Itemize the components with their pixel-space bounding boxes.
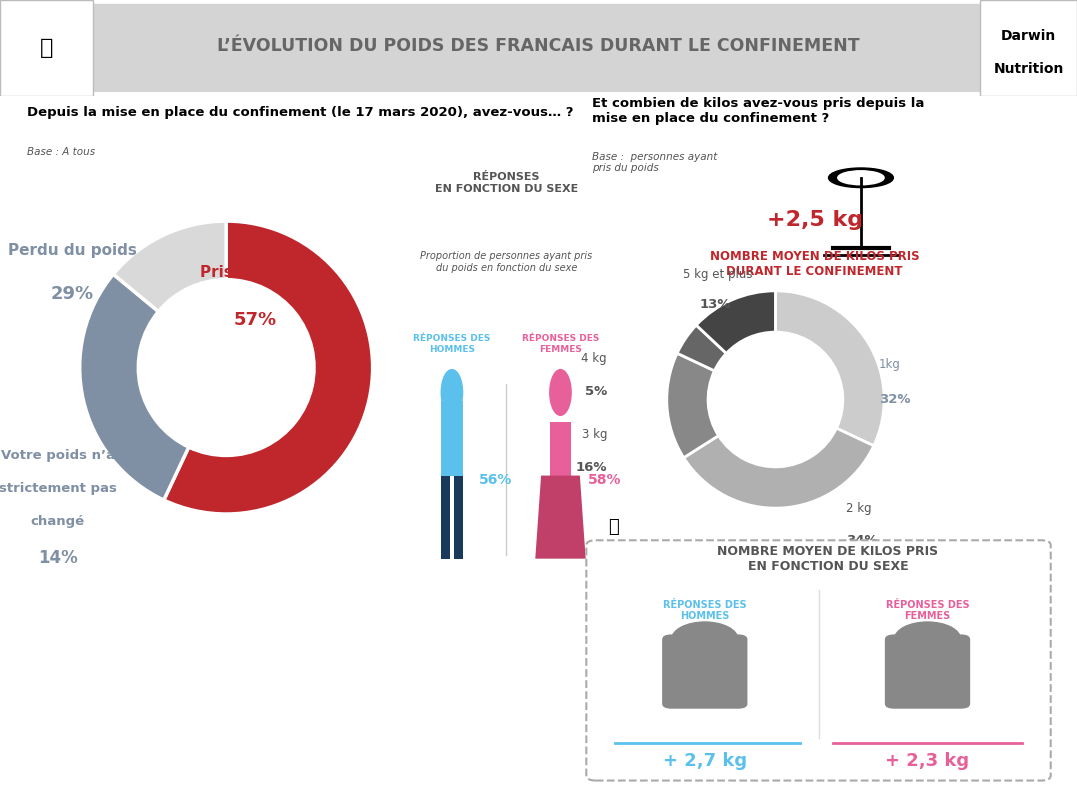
Text: 4 kg: 4 kg: [582, 352, 607, 365]
Wedge shape: [677, 325, 726, 371]
FancyBboxPatch shape: [81, 4, 991, 92]
FancyBboxPatch shape: [0, 0, 93, 96]
FancyBboxPatch shape: [442, 475, 450, 559]
Text: Darwin: Darwin: [1001, 30, 1057, 43]
Circle shape: [550, 370, 571, 415]
Wedge shape: [775, 291, 884, 446]
Text: RÉPONSES DES
HOMMES: RÉPONSES DES HOMMES: [663, 600, 746, 622]
FancyBboxPatch shape: [442, 401, 463, 475]
FancyBboxPatch shape: [662, 634, 747, 709]
Text: 3 kg: 3 kg: [582, 428, 607, 441]
Text: 16%: 16%: [575, 461, 607, 474]
Text: +2,5 kg: +2,5 kg: [767, 209, 863, 230]
Text: + 2,3 kg: + 2,3 kg: [885, 752, 969, 769]
Text: 1kg: 1kg: [879, 358, 900, 371]
Text: Depuis la mise en place du confinement (le 17 mars 2020), avez-vous… ?: Depuis la mise en place du confinement (…: [27, 106, 574, 119]
Text: 5 kg et plus: 5 kg et plus: [683, 268, 753, 281]
Text: 14%: 14%: [38, 549, 78, 567]
Circle shape: [442, 370, 463, 415]
Wedge shape: [80, 274, 188, 500]
Text: 34%: 34%: [847, 535, 878, 547]
FancyBboxPatch shape: [885, 634, 970, 709]
Text: NOMBRE MOYEN DE KILOS PRIS
EN FONCTION DU SEXE: NOMBRE MOYEN DE KILOS PRIS EN FONCTION D…: [717, 545, 938, 573]
Text: 58%: 58%: [588, 473, 621, 487]
Text: Perdu du poids: Perdu du poids: [8, 243, 137, 258]
Text: 2 kg: 2 kg: [847, 502, 871, 515]
Polygon shape: [535, 475, 586, 559]
Text: 🔍: 🔍: [609, 519, 619, 536]
Text: 13%: 13%: [700, 298, 731, 311]
FancyBboxPatch shape: [980, 0, 1077, 96]
Text: strictement pas: strictement pas: [0, 482, 116, 495]
Text: Proportion de personnes ayant pris
du poids en fonction du sexe: Proportion de personnes ayant pris du po…: [420, 251, 592, 272]
Wedge shape: [667, 353, 718, 458]
Text: changé: changé: [30, 515, 85, 528]
Text: L’ÉVOLUTION DU POIDS DES FRANCAIS DURANT LE CONFINEMENT: L’ÉVOLUTION DU POIDS DES FRANCAIS DURANT…: [218, 37, 859, 55]
Text: Et combien de kilos avez-vous pris depuis la
mise en place du confinement ?: Et combien de kilos avez-vous pris depui…: [592, 97, 925, 125]
Text: Votre poids n’a: Votre poids n’a: [1, 449, 115, 462]
Text: RÉPONSES DES
HOMMES: RÉPONSES DES HOMMES: [414, 334, 491, 354]
Text: RÉPONSES
EN FONCTION DU SEXE: RÉPONSES EN FONCTION DU SEXE: [434, 173, 578, 194]
Text: 32%: 32%: [879, 393, 910, 406]
Text: Nutrition: Nutrition: [993, 62, 1064, 76]
Text: + 2,7 kg: + 2,7 kg: [662, 752, 746, 769]
Wedge shape: [684, 428, 873, 508]
Text: RÉPONSES DES
FEMMES: RÉPONSES DES FEMMES: [521, 334, 599, 354]
Text: NOMBRE MOYEN DE KILOS PRIS
DURANT LE CONFINEMENT: NOMBRE MOYEN DE KILOS PRIS DURANT LE CON…: [710, 250, 920, 279]
Text: 29%: 29%: [51, 285, 94, 304]
Text: RÉPONSES DES
FEMMES: RÉPONSES DES FEMMES: [885, 600, 969, 622]
Wedge shape: [113, 221, 226, 312]
Text: Base :  personnes ayant
pris du poids: Base : personnes ayant pris du poids: [592, 152, 717, 173]
Text: 57%: 57%: [234, 311, 277, 329]
Text: 🔍: 🔍: [40, 38, 53, 58]
Text: Pris du poids: Pris du poids: [200, 264, 311, 280]
Circle shape: [828, 168, 894, 188]
Circle shape: [672, 622, 738, 657]
FancyBboxPatch shape: [586, 540, 1051, 781]
Wedge shape: [696, 291, 775, 353]
Circle shape: [838, 171, 884, 185]
Wedge shape: [164, 221, 373, 514]
FancyBboxPatch shape: [453, 475, 463, 559]
Text: 5%: 5%: [585, 385, 607, 398]
Text: Base : A tous: Base : A tous: [27, 147, 95, 157]
Text: 56%: 56%: [479, 473, 513, 487]
FancyBboxPatch shape: [549, 422, 571, 475]
Circle shape: [894, 622, 961, 657]
